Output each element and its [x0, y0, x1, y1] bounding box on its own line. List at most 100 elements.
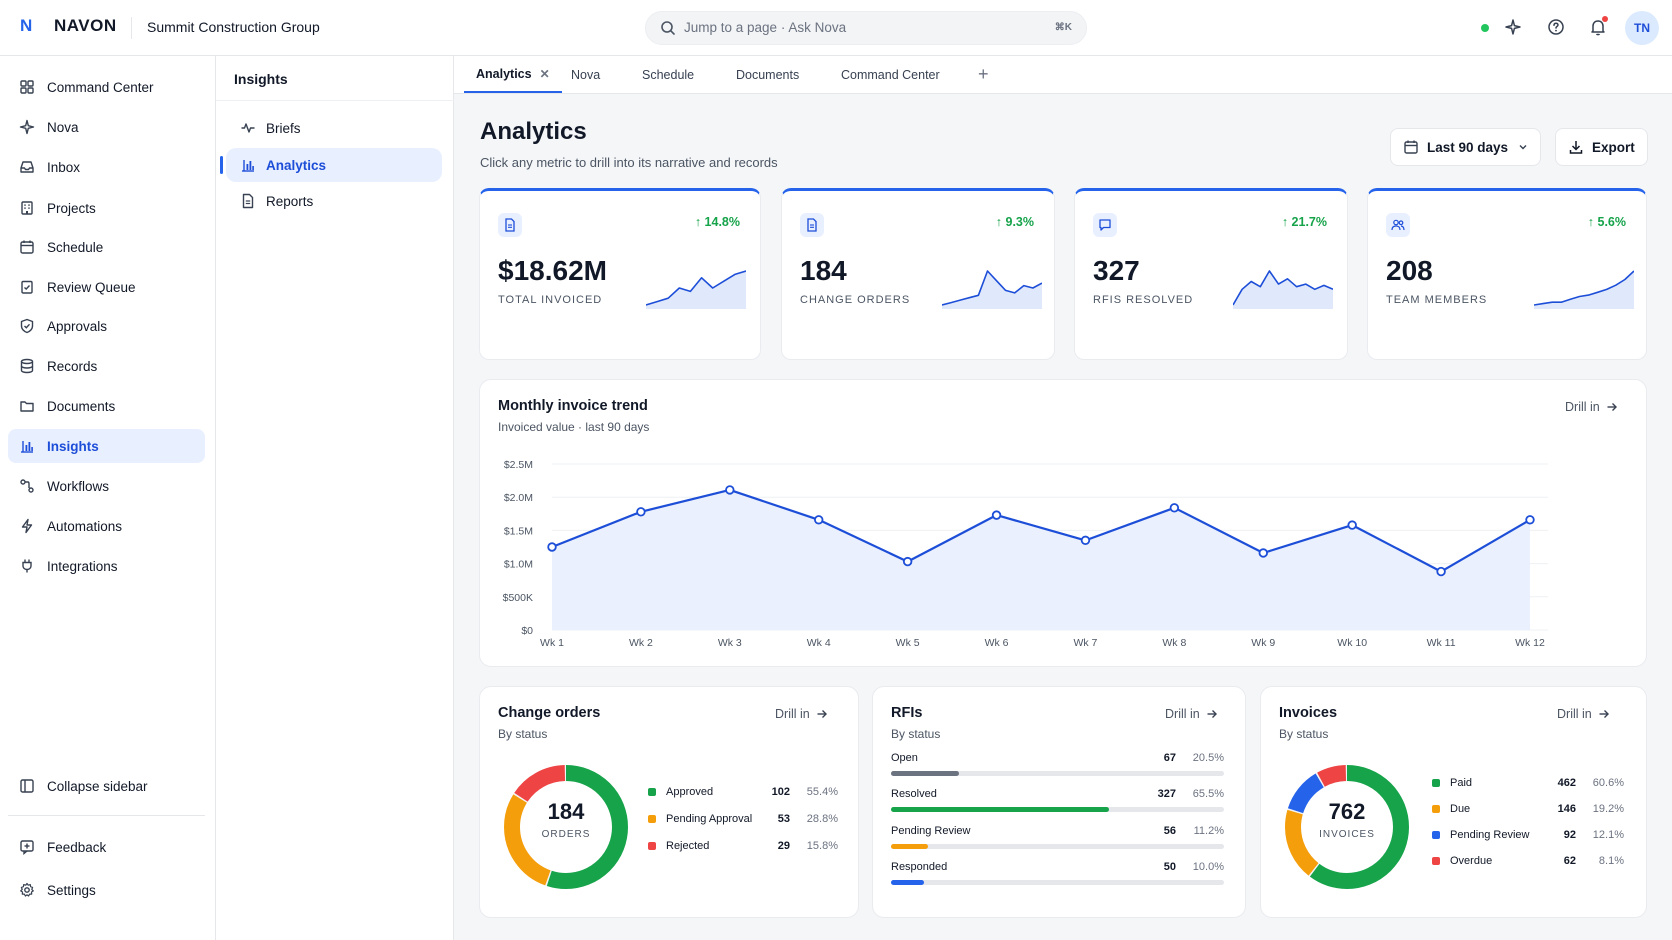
legend-count: 53 — [777, 813, 790, 825]
sidebar-item-schedule[interactable]: Schedule — [8, 230, 205, 264]
org-name[interactable]: Summit Construction Group — [147, 19, 320, 35]
rfis-card: RFIs By status Drill in Open 67 20.5% Reso… — [872, 686, 1246, 918]
tab-label: Nova — [571, 67, 601, 82]
sidebar-item-insights[interactable]: Insights — [8, 429, 205, 463]
drill-in-button[interactable]: Drill in — [775, 707, 828, 721]
sparkline — [1534, 270, 1634, 309]
nova-sparkle-icon[interactable] — [1502, 16, 1524, 38]
data-point — [636, 507, 646, 517]
subnav-title: Insights — [234, 71, 288, 87]
invoices-donut[interactable] — [1277, 757, 1417, 897]
progress-track — [891, 880, 1224, 885]
donut-center: 184 ORDERS — [496, 799, 636, 840]
invoice-trend-chart[interactable]: $0 $500K $1.0M $1.5M $2.0M $2.5M Wk 1 Wk 2 Wk 3 W… — [480, 380, 1648, 668]
tab-documents[interactable]: Documents — [736, 56, 799, 93]
donut-total: 762 — [1328, 799, 1366, 824]
sidebar-item-nova[interactable]: Nova — [8, 110, 205, 144]
sidebar-item-automations[interactable]: Automations — [8, 509, 205, 543]
subnav-item-briefs[interactable]: Briefs — [226, 111, 442, 145]
close-icon[interactable]: ✕ — [539, 66, 550, 81]
add-tab-icon[interactable]: + — [978, 64, 989, 84]
legend-pct: 55.4% — [806, 786, 838, 798]
date-range-dropdown[interactable]: Last 90 days — [1390, 128, 1542, 166]
notification-badge — [1602, 16, 1608, 22]
kpi-card-total-invoiced[interactable]: ↑ 14.8% $18.62M TOTAL INVOICED — [479, 188, 761, 360]
card-subtitle: By status — [1279, 727, 1329, 741]
x-tick-label: Wk 5 — [896, 637, 920, 649]
legend-count: 29 — [777, 840, 790, 852]
sidebar-item-documents[interactable]: Documents — [8, 389, 205, 423]
rfi-status-row[interactable]: Responded 50 10.0% — [891, 860, 1224, 885]
feedback-label: Feedback — [47, 839, 107, 855]
drill-in-button[interactable]: Drill in — [1557, 707, 1610, 721]
avatar[interactable]: TN — [1625, 11, 1659, 45]
legend-row[interactable]: Overdue 62 8.1% — [1432, 853, 1624, 869]
search-bar[interactable]: ⌘K — [645, 11, 1087, 45]
legend-name: Approved — [666, 786, 714, 798]
tab-schedule[interactable]: Schedule — [642, 56, 694, 93]
sparkline-line — [1233, 270, 1333, 306]
subnav-item-analytics[interactable]: Analytics — [220, 148, 442, 182]
sidebar-item-label: Nova — [47, 119, 79, 135]
tab-analytics[interactable]: Analytics ✕ — [464, 56, 562, 93]
card-title: Invoices — [1279, 705, 1338, 721]
export-label: Export — [1592, 139, 1635, 155]
change-orders-donut[interactable] — [496, 757, 636, 897]
logo-text[interactable]: NAVON — [54, 16, 117, 35]
status-pct: 65.5% — [1192, 788, 1224, 800]
rfi-status-row[interactable]: Resolved 327 65.5% — [891, 787, 1224, 812]
x-tick-label: Wk 9 — [1251, 637, 1275, 649]
drill-in-button[interactable]: Drill in — [1165, 707, 1218, 721]
rfi-status-row[interactable]: Open 67 20.5% — [891, 751, 1224, 776]
tab-label: Command Center — [841, 67, 940, 82]
tab-command-center[interactable]: Command Center — [841, 56, 940, 93]
rfi-status-row[interactable]: Pending Review 56 11.2% — [891, 824, 1224, 849]
legend-row[interactable]: Pending Review 92 12.1% — [1432, 827, 1624, 843]
settings-button[interactable]: Settings — [8, 873, 205, 907]
top-bar: N NAVON Summit Construction Group ⌘K TN — [0, 0, 1672, 56]
status-count: 327 — [1157, 788, 1176, 800]
x-tick-label: Wk 10 — [1337, 637, 1367, 649]
kpi-card-change-orders[interactable]: ↑ 9.3% 184 CHANGE ORDERS — [781, 188, 1055, 360]
data-point — [725, 485, 735, 495]
sidebar-item-projects[interactable]: Projects — [8, 191, 205, 225]
sidebar-item-records[interactable]: Records — [8, 349, 205, 383]
kpi-card-rfis-resolved[interactable]: ↑ 21.7% 327 RFIS RESOLVED — [1074, 188, 1348, 360]
sparkline-line — [646, 270, 746, 306]
notifications-bell-icon[interactable] — [1587, 16, 1609, 38]
tab-nova[interactable]: Nova — [571, 56, 600, 93]
drill-in-label: Drill in — [775, 707, 810, 721]
legend-row[interactable]: Pending Approval 53 28.8% — [648, 811, 838, 827]
kpi-card-team-members[interactable]: ↑ 5.6% 208 TEAM MEMBERS — [1367, 188, 1647, 360]
legend-row[interactable]: Due 146 19.2% — [1432, 801, 1624, 817]
message-icon — [1093, 213, 1117, 237]
bar-chart-icon — [19, 438, 35, 454]
sidebar-item-workflows[interactable]: Workflows — [8, 469, 205, 503]
progress-track — [891, 844, 1224, 849]
sidebar-item-command-center[interactable]: Command Center — [8, 70, 205, 104]
logo-mark[interactable]: N — [20, 16, 33, 35]
sidebar-item-review-queue[interactable]: Review Queue — [8, 270, 205, 304]
legend-name: Pending Review — [1450, 829, 1530, 841]
y-tick-label: $1.5M — [504, 525, 533, 537]
sidebar-item-inbox[interactable]: Inbox — [8, 150, 205, 184]
export-button[interactable]: Export — [1555, 128, 1648, 166]
sidebar-item-label: Documents — [47, 398, 116, 414]
legend-row[interactable]: Approved 102 55.4% — [648, 784, 838, 800]
calendar-icon — [1403, 139, 1419, 155]
search-input[interactable] — [684, 20, 1044, 35]
sidebar-item-approvals[interactable]: Approvals — [8, 309, 205, 343]
legend-row[interactable]: Rejected 29 15.8% — [648, 838, 838, 854]
legend-swatch — [648, 815, 656, 823]
feedback-button[interactable]: Feedback — [8, 830, 205, 864]
legend-pct: 28.8% — [806, 813, 838, 825]
date-range-label: Last 90 days — [1427, 139, 1509, 155]
progress-track — [891, 771, 1224, 776]
legend-row[interactable]: Paid 462 60.6% — [1432, 775, 1624, 791]
database-icon — [19, 358, 35, 374]
drill-in-button[interactable]: Drill in — [1565, 400, 1618, 414]
sidebar-item-integrations[interactable]: Integrations — [8, 549, 205, 583]
help-icon[interactable] — [1545, 16, 1567, 38]
subnav-item-reports[interactable]: Reports — [226, 184, 442, 218]
collapse-sidebar-button[interactable]: Collapse sidebar — [8, 769, 205, 803]
